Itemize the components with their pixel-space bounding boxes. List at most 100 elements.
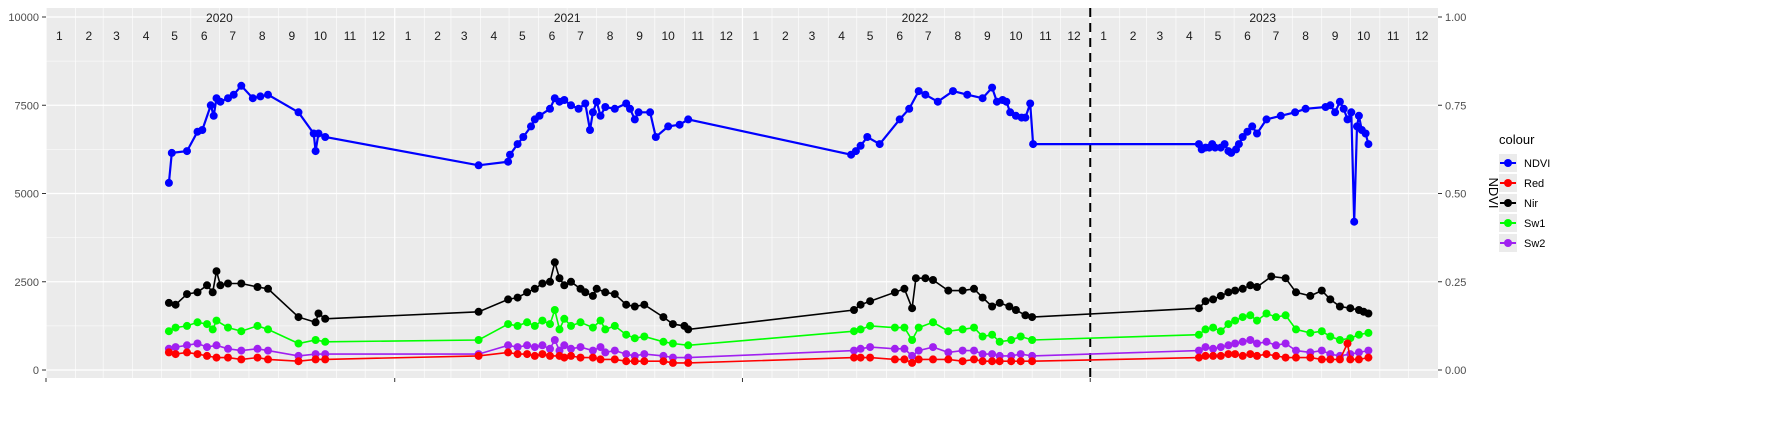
data-point-red <box>1238 351 1247 360</box>
data-point-ndvi <box>610 104 619 113</box>
data-point-red <box>1231 350 1240 359</box>
data-point-red <box>513 350 522 359</box>
right-tick-label: 0.00 <box>1445 365 1466 377</box>
data-point-ndvi <box>851 147 860 156</box>
data-point-nir <box>1021 311 1030 320</box>
data-point-nir <box>1267 272 1276 281</box>
data-point-sw1 <box>311 336 320 344</box>
month-label: 5 <box>519 29 526 43</box>
data-point-sw1 <box>253 321 262 330</box>
data-point-sw1 <box>1354 330 1363 339</box>
data-point-nir <box>1335 302 1344 311</box>
data-point-sw2 <box>622 350 631 359</box>
data-point-red <box>1216 351 1225 360</box>
data-point-nir <box>856 300 865 309</box>
month-label: 1 <box>1100 29 1107 43</box>
month-label: 2 <box>86 29 93 43</box>
data-point-nir <box>208 288 217 297</box>
data-point-ndvi <box>586 126 594 134</box>
data-point-red <box>203 351 211 360</box>
month-label: 12 <box>720 29 734 43</box>
data-point-red <box>944 355 953 364</box>
left-tick-label: 2500 <box>15 277 39 289</box>
left-tick-label: 5000 <box>15 189 39 201</box>
data-point-sw1 <box>513 321 522 330</box>
data-point-red <box>640 357 649 366</box>
legend-key-point <box>1504 219 1512 227</box>
data-point-sw2 <box>958 346 967 355</box>
data-point-red <box>1335 355 1344 364</box>
right-tick-label: 0.50 <box>1445 189 1466 201</box>
data-point-nir <box>1292 288 1300 297</box>
data-point-nir <box>550 258 559 267</box>
data-point-sw1 <box>596 316 605 325</box>
left-tick-label: 7500 <box>15 100 39 112</box>
legend-item-ndvi: NDVI <box>1499 154 1550 172</box>
data-point-nir <box>1028 313 1037 322</box>
data-point-nir <box>560 281 569 290</box>
data-point-nir <box>1194 304 1203 313</box>
legend-label: Red <box>1524 178 1544 190</box>
data-point-ndvi <box>567 101 575 110</box>
series-line-ndvi <box>167 84 1370 222</box>
data-point-ndvi <box>581 99 590 108</box>
data-point-sw2 <box>576 343 585 352</box>
data-point-ndvi <box>664 122 673 131</box>
data-point-nir <box>164 298 173 307</box>
month-label: 4 <box>1186 29 1193 43</box>
data-point-nir <box>555 274 564 283</box>
data-point-sw2 <box>1262 337 1271 346</box>
data-point-nir <box>294 313 303 322</box>
data-point-red <box>596 355 605 364</box>
month-label: 5 <box>171 29 178 43</box>
data-point-nir <box>890 288 899 297</box>
legend-item-sw2: Sw2 <box>1499 234 1545 252</box>
data-point-ndvi <box>1276 111 1285 120</box>
data-point-nir <box>546 277 554 286</box>
data-point-sw1 <box>264 325 272 334</box>
data-point-sw1 <box>850 327 858 336</box>
data-point-ndvi <box>256 92 265 101</box>
data-point-nir <box>995 298 1004 307</box>
data-point-sw1 <box>294 339 303 348</box>
data-point-nir <box>1246 281 1255 290</box>
data-point-red <box>164 348 173 357</box>
data-point-ndvi <box>1343 115 1352 124</box>
data-point-nir <box>1011 306 1020 314</box>
data-point-sw2 <box>1201 343 1210 352</box>
data-point-ndvi <box>209 111 218 120</box>
data-point-red <box>914 355 923 364</box>
data-point-sw1 <box>1262 309 1271 318</box>
month-labels: 1 2 3 4 5 6 7 8 9 10 11 12 1 2 3 4 5 6 7 8 9 10 11 12 1 2 3 4 5 6 7 8 9 1… <box>56 29 1429 43</box>
data-point-red <box>630 357 639 366</box>
data-point-nir <box>314 309 323 318</box>
data-point-sw1 <box>203 320 211 329</box>
data-point-nir <box>911 274 920 283</box>
data-point-sw1 <box>929 318 937 327</box>
legend-key-point <box>1504 179 1512 187</box>
month-label: 6 <box>549 29 556 43</box>
data-point-red <box>560 353 569 362</box>
left-tick-label: 0 <box>33 365 39 377</box>
data-point-sw2 <box>944 348 953 357</box>
data-point-ndvi <box>988 83 997 92</box>
year-labels: 2020 2021 2022 2023 <box>206 11 1276 25</box>
data-point-sw2 <box>1246 336 1255 344</box>
data-point-ndvi <box>914 87 923 96</box>
data-point-nir <box>1306 291 1315 300</box>
month-label: 3 <box>461 29 468 43</box>
data-point-nir <box>523 288 532 297</box>
data-point-red <box>1016 357 1025 366</box>
right-y-axis: 0.00 0.25 0.50 0.75 1.00 <box>1438 12 1466 377</box>
data-point-ndvi <box>905 104 914 113</box>
legend-item-red: Red <box>1499 174 1544 192</box>
data-point-sw1 <box>1306 328 1315 337</box>
data-point-ndvi <box>167 148 176 157</box>
data-point-ndvi <box>856 141 865 150</box>
data-point-red <box>224 353 232 362</box>
data-point-sw1 <box>1246 311 1255 320</box>
data-point-red <box>1346 355 1355 364</box>
data-point-ndvi <box>294 108 303 117</box>
month-label: 6 <box>1244 29 1251 43</box>
data-point-sw2 <box>1272 341 1280 350</box>
